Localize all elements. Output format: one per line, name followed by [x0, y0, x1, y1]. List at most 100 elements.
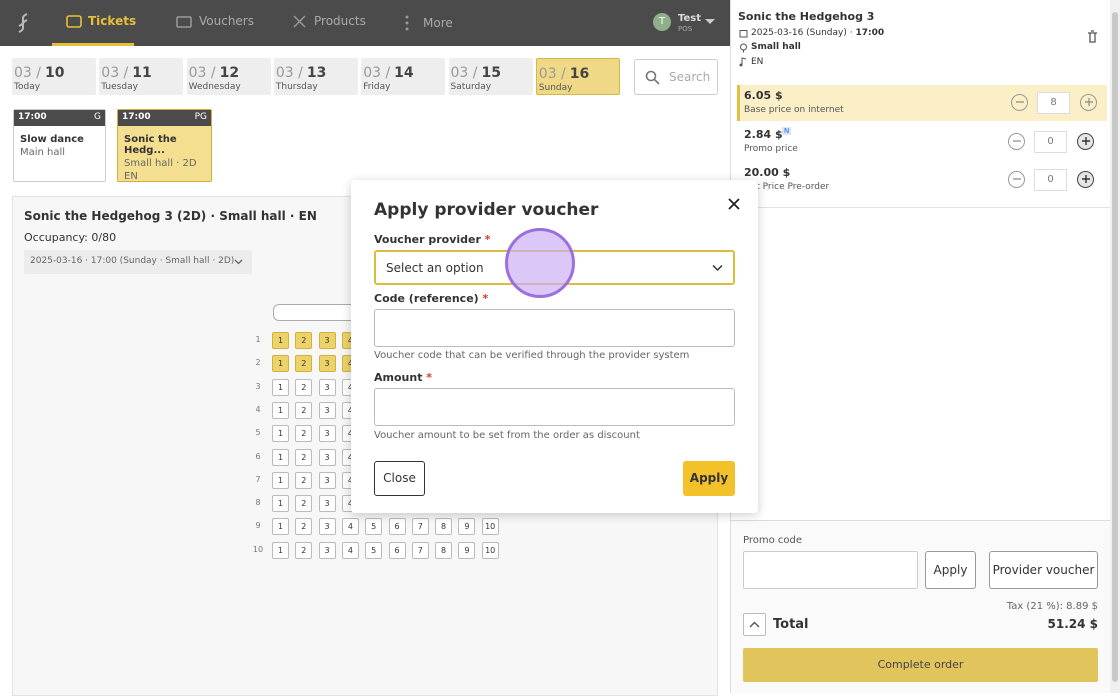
weekday: Friday: [363, 82, 391, 92]
more-icon: [405, 15, 409, 31]
seat[interactable]: 2: [295, 355, 313, 373]
seat[interactable]: 1: [272, 541, 289, 559]
plus-button[interactable]: [1080, 94, 1097, 111]
seat[interactable]: 8: [435, 541, 453, 559]
quantity[interactable]: 8: [1037, 92, 1070, 114]
seat[interactable]: 2: [295, 425, 313, 443]
scrollbar[interactable]: [1110, 0, 1120, 693]
seat[interactable]: 3: [318, 495, 336, 513]
seat[interactable]: 5: [365, 541, 383, 559]
tab-label[interactable]: More: [423, 16, 453, 30]
seat[interactable]: 1: [272, 378, 289, 396]
seat[interactable]: 10: [481, 541, 499, 559]
seat[interactable]: 8: [435, 518, 453, 536]
seat[interactable]: 9: [458, 518, 476, 536]
seat[interactable]: 1: [272, 401, 289, 419]
seat[interactable]: 4: [341, 518, 359, 536]
date-card[interactable]: 03 /13 Thursday: [273, 58, 358, 95]
minus-button[interactable]: [1008, 171, 1025, 188]
weekday: Tuesday: [101, 82, 138, 92]
minus-button[interactable]: [1008, 132, 1025, 150]
seat[interactable]: 10: [481, 518, 499, 536]
seat[interactable]: 2: [295, 518, 313, 536]
seat[interactable]: 4: [341, 541, 359, 559]
provider-voucher-button[interactable]: Provider voucher: [989, 551, 1098, 589]
complete-order-button[interactable]: Complete order: [743, 648, 1098, 682]
ticket-icon: [66, 15, 82, 28]
movie-title: Slow dance: [20, 134, 84, 145]
price-row: 20.00 $ Net Price Pre-order 0: [737, 162, 1107, 198]
quantity[interactable]: 0: [1034, 169, 1067, 191]
total: 51.24 $: [1047, 617, 1098, 631]
seat[interactable]: 9: [458, 541, 476, 559]
seat[interactable]: 2: [295, 541, 313, 559]
seat[interactable]: 3: [318, 378, 336, 396]
seat[interactable]: 3: [318, 471, 336, 489]
field-label: Code (reference) *: [374, 292, 488, 305]
showtime-card[interactable]: 17:00 G Slow dance Main hall: [13, 109, 106, 182]
minus-button[interactable]: [1011, 94, 1028, 111]
price-name: Promo price: [744, 143, 798, 154]
label-text: Code (reference): [374, 292, 479, 305]
code-input[interactable]: [374, 309, 735, 347]
seat[interactable]: 2: [295, 495, 313, 513]
seat[interactable]: 3: [318, 401, 336, 419]
plus-button[interactable]: [1077, 171, 1094, 188]
seat[interactable]: 2: [295, 378, 313, 396]
date-card[interactable]: 03 /11 Tuesday: [99, 58, 184, 95]
plus-button[interactable]: [1077, 132, 1094, 150]
seat[interactable]: 2: [295, 332, 313, 349]
amount-input[interactable]: [374, 388, 735, 426]
seat[interactable]: 2: [295, 471, 313, 489]
seat[interactable]: 1: [272, 495, 289, 513]
seat[interactable]: 2: [295, 401, 313, 419]
price: 2.84 $: [744, 127, 783, 141]
seat[interactable]: 3: [318, 425, 336, 443]
delete-icon[interactable]: [1087, 30, 1098, 44]
detail: Main hall: [20, 147, 66, 158]
tab-label[interactable]: Products: [314, 14, 366, 28]
expand-button[interactable]: [743, 613, 766, 636]
apply-button[interactable]: Apply: [683, 461, 735, 496]
seat[interactable]: 3: [318, 448, 336, 466]
caret: [705, 19, 715, 24]
date-card[interactable]: 03 /15 Saturday: [448, 58, 533, 95]
close-button[interactable]: Close: [374, 461, 425, 496]
avatar[interactable]: T: [653, 13, 671, 31]
seat[interactable]: 3: [318, 541, 336, 559]
tab-label[interactable]: Vouchers: [199, 14, 254, 28]
date-day: 15: [481, 65, 501, 81]
seat[interactable]: 1: [272, 518, 289, 536]
seat[interactable]: 2: [295, 448, 313, 466]
seat[interactable]: 3: [318, 518, 336, 536]
seat[interactable]: 1: [272, 332, 289, 349]
date-card[interactable]: 03 /16 Sunday: [535, 58, 620, 95]
seat[interactable]: 6: [388, 518, 406, 536]
date-card[interactable]: 03 /14 Friday: [361, 58, 446, 95]
quantity[interactable]: 0: [1034, 130, 1067, 153]
modal-close-icon[interactable]: [727, 197, 741, 211]
seat[interactable]: 3: [318, 332, 336, 349]
voucher-icon: [176, 16, 192, 28]
date-card[interactable]: 03 /12 Wednesday: [186, 58, 271, 95]
badge: N: [782, 126, 792, 135]
scroll-thumb[interactable]: [1112, 12, 1118, 682]
promo-input[interactable]: [743, 551, 918, 589]
seat[interactable]: 7: [411, 518, 429, 536]
detail: Small hall · 2D: [124, 158, 197, 169]
seat[interactable]: 1: [272, 425, 289, 443]
seat[interactable]: 6: [388, 541, 406, 559]
seat[interactable]: 1: [272, 355, 289, 373]
seat[interactable]: 1: [272, 448, 289, 466]
date-card[interactable]: 03 /10 Today: [12, 58, 96, 95]
seat[interactable]: 1: [272, 471, 289, 489]
seat[interactable]: 7: [411, 541, 429, 559]
apply-button[interactable]: Apply: [925, 551, 976, 589]
showtime-card[interactable]: 17:00 PG Sonic the Hedg... Small hall · 2D E…: [117, 109, 212, 182]
products-icon: [293, 15, 306, 28]
seat[interactable]: 3: [318, 355, 336, 373]
search-box[interactable]: Search: [634, 59, 718, 95]
seat[interactable]: 5: [365, 518, 383, 536]
screening-select[interactable]: 2025-03-16 · 17:00 (Sunday · Small hall …: [24, 250, 252, 274]
tickets-tab[interactable]: Tickets: [52, 0, 136, 46]
